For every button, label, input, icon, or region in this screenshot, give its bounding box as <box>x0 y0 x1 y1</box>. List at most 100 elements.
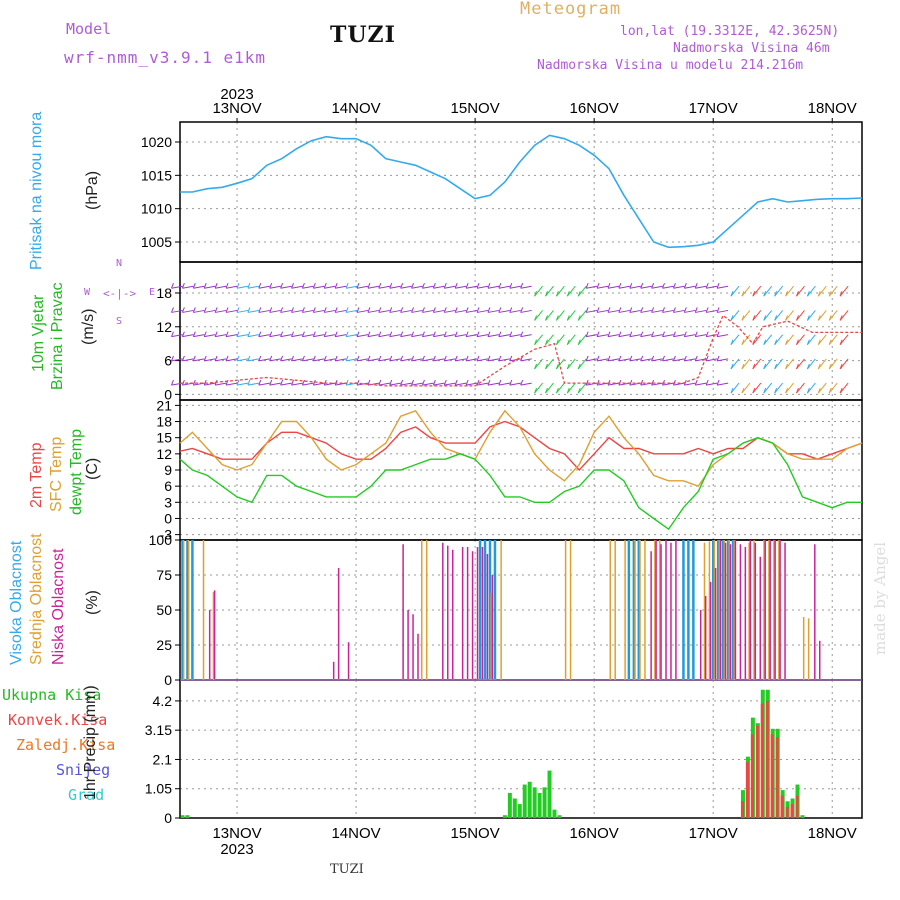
wind-barb <box>356 355 360 362</box>
wind-barb <box>498 331 502 337</box>
y-tick-label: 12 <box>156 319 172 335</box>
wind-barb <box>705 331 709 337</box>
wind-barb <box>247 307 251 313</box>
wind-barb <box>455 309 467 313</box>
wind-barb <box>684 309 696 313</box>
precip-conv-bar <box>785 806 789 818</box>
wind-barb <box>683 355 687 362</box>
wind-barb <box>763 363 767 370</box>
wind-barb <box>741 291 745 297</box>
wind-barb <box>806 310 816 321</box>
wind-barb <box>313 358 325 362</box>
wind-barb <box>545 382 554 394</box>
wind-barb <box>476 355 480 362</box>
wind-barb <box>192 307 196 313</box>
wind-barb <box>520 382 532 386</box>
y-tick-label: 100 <box>149 532 173 548</box>
wind-barb <box>269 307 273 313</box>
wind-barb <box>476 309 489 313</box>
wind-barb <box>577 334 587 345</box>
wind-barb <box>716 307 720 313</box>
wind-barb <box>247 334 259 338</box>
wind-barb <box>806 382 816 394</box>
wind-barb <box>817 358 827 370</box>
wind-barb <box>236 358 249 362</box>
y-tick-label: 21 <box>156 397 172 413</box>
wind-barb <box>443 331 447 337</box>
wind-barb <box>839 291 843 297</box>
wind-barb <box>236 355 240 362</box>
wind-barb <box>752 334 762 345</box>
wind-barb <box>356 334 369 338</box>
wind-barb <box>730 285 740 297</box>
wind-barb <box>312 355 316 362</box>
wind-barb <box>752 310 762 321</box>
wind-barb <box>640 355 644 362</box>
wind-barb <box>555 315 559 321</box>
wind-barb <box>534 334 543 345</box>
wind-barb <box>476 331 480 337</box>
wind-barb <box>411 358 423 362</box>
precip-conv-bar <box>750 734 754 818</box>
wind-barb <box>640 283 644 289</box>
wind-barb <box>313 382 325 386</box>
precip-conv-bar <box>795 795 799 818</box>
wind-barb <box>566 310 576 321</box>
wind-barb <box>400 307 404 313</box>
wind-barb <box>389 309 401 313</box>
wind-barb <box>566 387 570 394</box>
wind-barb <box>389 307 393 313</box>
wind-barb <box>378 307 382 313</box>
wind-barb <box>214 307 218 313</box>
wind-barb <box>839 358 849 370</box>
wind-barb <box>356 309 369 313</box>
wind-barb <box>182 358 194 362</box>
wind-barb <box>684 382 696 386</box>
wind-barb <box>534 382 543 394</box>
wind-barb <box>673 334 685 338</box>
wind-barb <box>225 358 238 362</box>
wind-barb <box>618 358 630 362</box>
wind-barb <box>555 387 559 394</box>
y-tick-label: 6 <box>164 353 172 369</box>
wind-barb <box>454 379 458 386</box>
wind-barb <box>432 307 436 313</box>
wind-barb <box>785 382 794 394</box>
wind-barb <box>421 307 425 313</box>
y-tick-label: 3 <box>164 494 172 510</box>
wind-barb <box>247 283 251 289</box>
wind-barb <box>171 331 174 337</box>
wind-barb <box>421 355 425 362</box>
wind-barb <box>806 363 810 370</box>
wind-barb <box>585 283 589 289</box>
wind-barb <box>662 355 665 362</box>
wind-barb <box>694 283 698 289</box>
wind-barb <box>520 379 524 386</box>
wind-barb <box>817 363 821 370</box>
wind-barb <box>683 331 687 337</box>
wind-barb <box>509 382 521 386</box>
wind-barb <box>269 331 273 337</box>
wind-barb <box>465 283 469 289</box>
wind-barb <box>204 309 216 313</box>
wind-barb <box>182 334 194 338</box>
wind-barb <box>192 283 196 289</box>
date-label-bottom: 15NOV <box>451 825 500 842</box>
wind-barb <box>618 309 630 313</box>
wind-barb <box>389 331 393 337</box>
wind-barb <box>566 358 576 370</box>
wind-barb <box>312 379 316 386</box>
wind-barb <box>730 382 740 394</box>
wind-barb <box>400 355 404 362</box>
wind-barb <box>651 334 663 338</box>
compass-n: N <box>116 258 123 269</box>
precip-total-bar <box>522 784 527 818</box>
wind-barb <box>421 331 425 337</box>
wind-barb <box>706 334 718 338</box>
legend-snow: Snijeg <box>56 761 111 779</box>
wind-barb <box>795 291 799 297</box>
wind-barb <box>795 387 799 394</box>
wind-barb <box>763 315 767 321</box>
wind-barb <box>828 363 832 370</box>
pressure-line <box>180 134 863 249</box>
